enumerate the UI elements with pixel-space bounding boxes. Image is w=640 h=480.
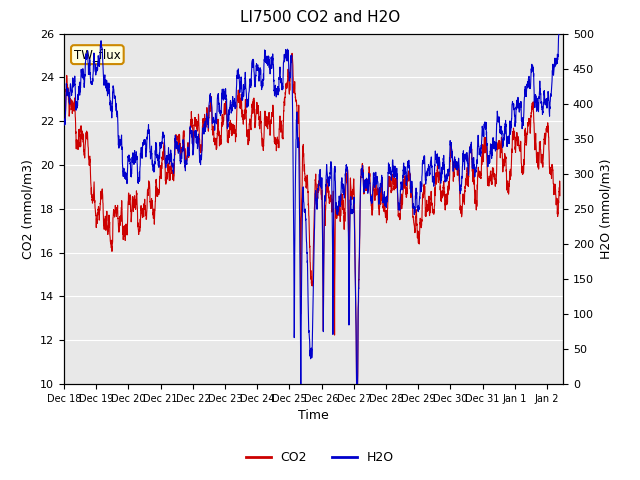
Y-axis label: H2O (mmol/m3): H2O (mmol/m3) — [600, 158, 612, 259]
Y-axis label: CO2 (mmol/m3): CO2 (mmol/m3) — [22, 159, 35, 259]
X-axis label: Time: Time — [298, 409, 329, 422]
Text: LI7500 CO2 and H2O: LI7500 CO2 and H2O — [240, 10, 400, 24]
Legend: CO2, H2O: CO2, H2O — [241, 446, 399, 469]
Text: TW_flux: TW_flux — [74, 48, 121, 61]
